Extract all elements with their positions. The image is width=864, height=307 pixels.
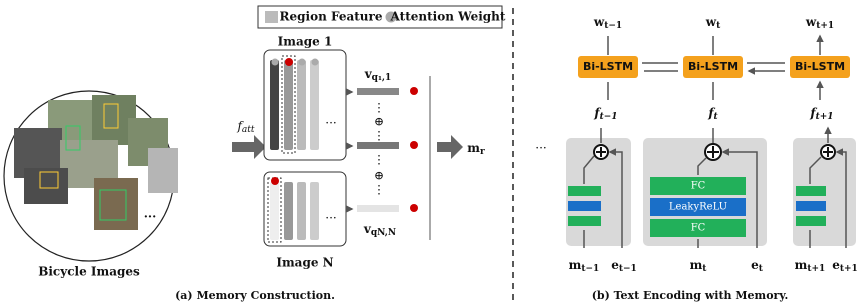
vdots: ⋮ bbox=[373, 153, 385, 167]
feature bbox=[270, 182, 279, 240]
label: t+1 bbox=[840, 264, 858, 274]
ellipsis: ... bbox=[144, 207, 157, 221]
feature bbox=[270, 60, 279, 150]
weight bbox=[272, 59, 279, 66]
weight bbox=[410, 141, 418, 149]
output-label: wt+1 bbox=[805, 15, 834, 31]
label: m bbox=[795, 258, 808, 272]
photo bbox=[148, 148, 178, 193]
feature-label: ft bbox=[707, 106, 718, 122]
weight bbox=[271, 177, 279, 185]
caption: (a) Memory Construction. bbox=[175, 289, 335, 302]
ellipsis: ... bbox=[535, 138, 546, 152]
feature-label: ft−1 bbox=[593, 106, 617, 122]
legend-item: Attention Weight bbox=[390, 10, 506, 24]
weight bbox=[410, 87, 418, 95]
arrow bbox=[437, 135, 463, 159]
weight bbox=[285, 58, 293, 66]
label: m bbox=[467, 141, 480, 155]
feature bbox=[297, 182, 306, 240]
caption: (b) Text Encoding with Memory. bbox=[592, 289, 789, 302]
arrow bbox=[232, 135, 266, 159]
label: t+1 bbox=[816, 21, 834, 31]
weight bbox=[410, 204, 418, 212]
output-label: wt bbox=[705, 15, 721, 31]
vector bbox=[357, 142, 399, 149]
input-label: et+1 bbox=[832, 258, 858, 274]
label: t bbox=[716, 21, 721, 31]
ellipsis: ... bbox=[325, 113, 336, 127]
weight bbox=[312, 59, 319, 66]
vdots: ⋮ bbox=[373, 183, 385, 197]
cell-label: Bi-LSTM bbox=[688, 60, 738, 73]
layer-label: FC bbox=[691, 181, 706, 192]
label: t−1 bbox=[600, 112, 618, 122]
output-label: mr bbox=[467, 141, 485, 157]
vector bbox=[357, 88, 399, 95]
feature bbox=[310, 60, 319, 150]
layer bbox=[568, 186, 601, 196]
vdots: ⋮ bbox=[373, 129, 385, 143]
cell-label: Bi-LSTM bbox=[795, 60, 845, 73]
layer bbox=[568, 201, 601, 211]
label: t−1 bbox=[619, 264, 637, 274]
input-label: et−1 bbox=[611, 258, 637, 274]
vector-label: vq₁,1 bbox=[364, 67, 392, 83]
photo bbox=[94, 178, 138, 230]
label: t+1 bbox=[807, 264, 825, 274]
photo bbox=[24, 168, 68, 204]
legend-swatch bbox=[265, 11, 278, 23]
layer-label: LeakyReLU bbox=[669, 202, 727, 213]
feature bbox=[310, 182, 319, 240]
plus: ⊕ bbox=[374, 169, 384, 183]
vdots: ⋮ bbox=[373, 101, 385, 115]
label: q₁,1 bbox=[372, 73, 392, 83]
feature-label: ft+1 bbox=[809, 106, 833, 122]
input-label: mt bbox=[690, 258, 708, 274]
label: t−1 bbox=[581, 264, 599, 274]
layer bbox=[568, 216, 601, 226]
label: w bbox=[805, 15, 817, 29]
output-label: wt−1 bbox=[593, 15, 622, 31]
weight bbox=[299, 59, 306, 66]
label: t bbox=[759, 264, 764, 274]
layer bbox=[796, 186, 826, 196]
input-label: mt+1 bbox=[795, 258, 826, 274]
label: w bbox=[705, 15, 717, 29]
label: r bbox=[480, 147, 485, 157]
input-label: mt−1 bbox=[569, 258, 600, 274]
vector-label: vqN,N bbox=[363, 222, 396, 238]
arrow bbox=[608, 36, 820, 55]
layer-label: FC bbox=[691, 223, 706, 234]
label: att bbox=[242, 125, 255, 135]
label: m bbox=[569, 258, 582, 272]
feature bbox=[284, 182, 293, 240]
input-label: et bbox=[751, 258, 764, 274]
label: t bbox=[714, 112, 719, 122]
image-label: Image N bbox=[276, 256, 333, 270]
feature bbox=[297, 60, 306, 150]
figure: Region Feature Attention Weight ... Bicy… bbox=[0, 0, 864, 307]
plus: ⊕ bbox=[374, 115, 384, 129]
label: w bbox=[593, 15, 605, 29]
vector bbox=[357, 205, 399, 212]
feature bbox=[284, 60, 293, 150]
ellipsis: ... bbox=[325, 208, 336, 222]
legend-item: Region Feature bbox=[280, 10, 383, 24]
source-label: Bicycle Images bbox=[38, 265, 140, 279]
label: qN,N bbox=[371, 228, 396, 238]
function-label: fatt bbox=[236, 119, 254, 135]
arrow bbox=[608, 82, 820, 100]
label: t−1 bbox=[604, 21, 622, 31]
layer bbox=[796, 201, 826, 211]
image-label: Image 1 bbox=[278, 35, 333, 49]
label: t+1 bbox=[816, 112, 834, 122]
layer bbox=[796, 216, 826, 226]
label: m bbox=[690, 258, 703, 272]
label: t bbox=[702, 264, 707, 274]
cell-label: Bi-LSTM bbox=[583, 60, 633, 73]
